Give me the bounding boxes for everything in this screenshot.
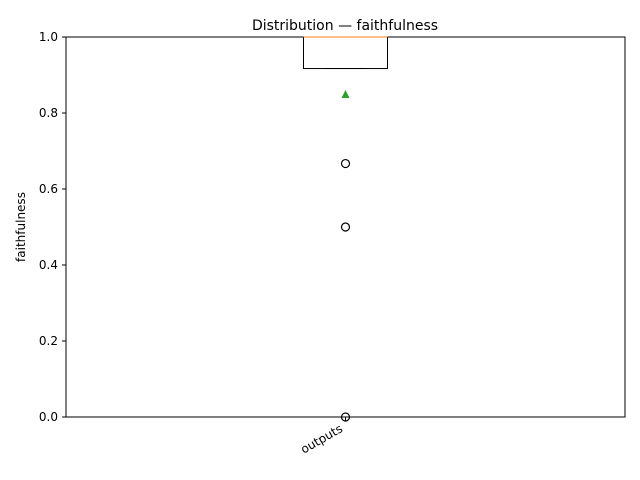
plot-area [303,36,388,422]
y-tick-label: 0.8 [39,106,58,120]
box-iqr [303,36,388,70]
x-tick-label: outputs [298,421,345,456]
x-axis: outputs [298,417,346,457]
y-tick-label: 0.4 [39,258,58,272]
chart-title: Distribution — faithfulness [252,18,438,34]
mean-marker [341,90,350,98]
y-tick-label: 1.0 [39,30,58,44]
y-tick-label: 0.6 [39,182,58,196]
y-axis: 0.0 0.2 0.4 0.6 0.8 1.0 [39,30,66,424]
y-tick-label: 0.2 [39,334,58,348]
outlier-point [340,412,351,422]
outlier-point [340,222,351,232]
y-tick-label: 0.0 [39,410,58,424]
outlier-point [340,158,351,169]
y-axis-label: faithfulness [14,192,28,262]
